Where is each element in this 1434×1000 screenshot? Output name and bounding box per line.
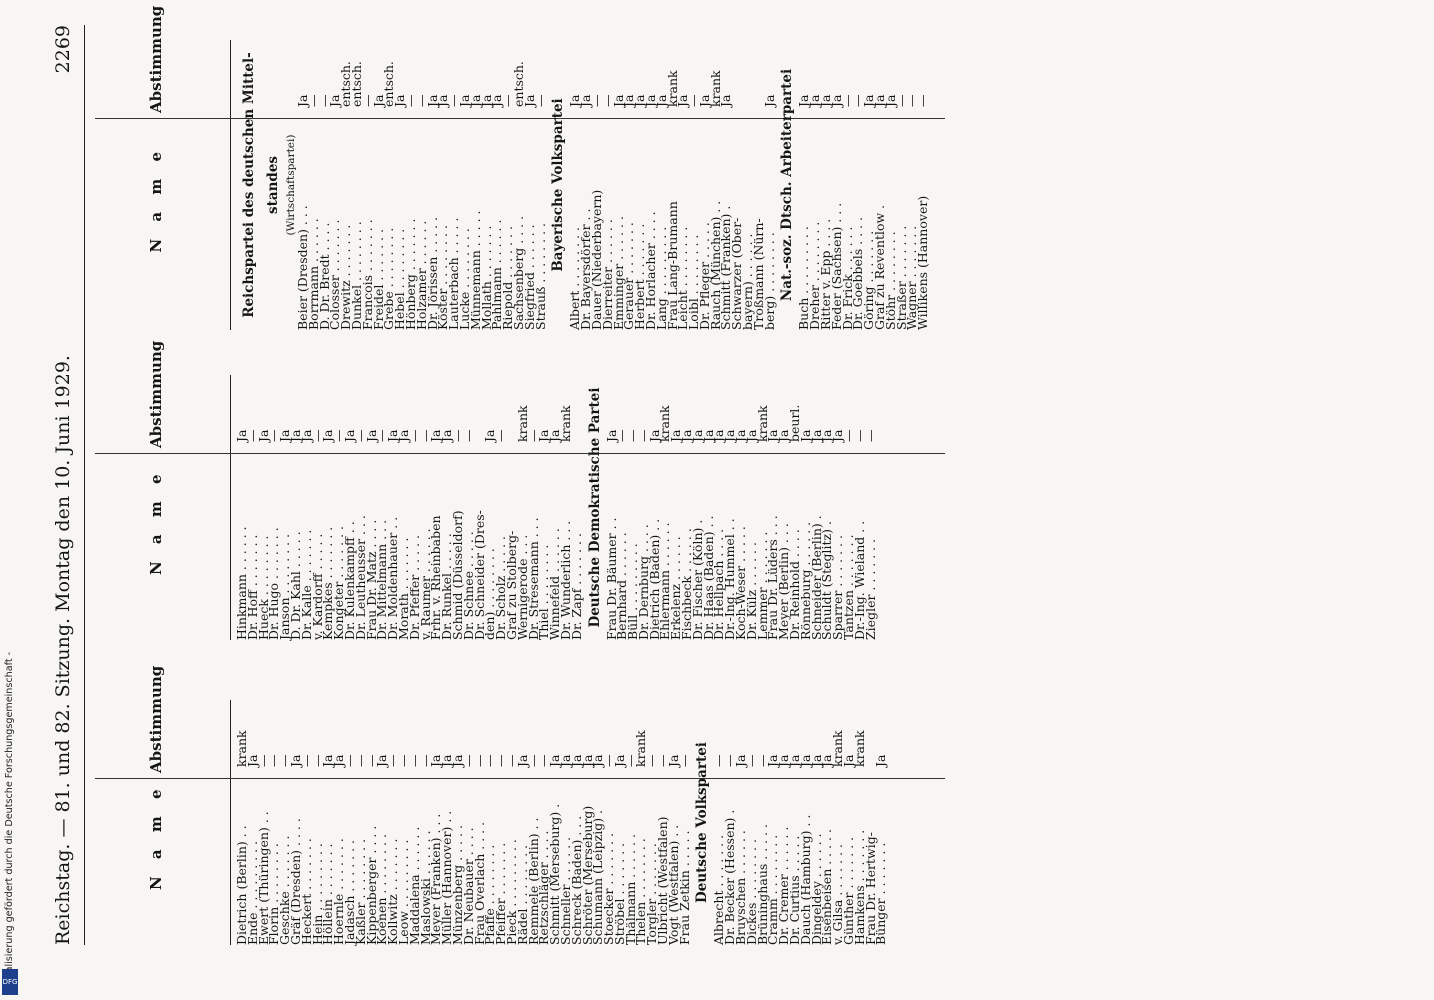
vote-value: — — [676, 754, 692, 768]
vote-value: — — [532, 94, 548, 108]
row-list: Reichspartei des deutschen Mittel-stande… — [237, 40, 931, 331]
vote-header: Abstimmung — [147, 5, 165, 113]
vote-value: krank — [557, 405, 573, 442]
vote-header: Abstimmung — [147, 665, 165, 773]
vote-value: — — [862, 429, 878, 443]
vote-value: Ja — [718, 94, 734, 107]
dfg-logo: DFG — [2, 969, 18, 995]
row-list: Dietrich (Berlin) . . krank Ende . . . . .… — [234, 700, 889, 946]
name-header: N a m e — [147, 145, 165, 253]
table-row: Bünger . . . . . . . Ja — [873, 700, 889, 945]
member-name: Willikens (Hannover) — [915, 195, 931, 330]
name-header: N a m e — [147, 468, 165, 575]
vote-header: Abstimmung — [147, 340, 165, 448]
table-row: Ziegler . . . . . . . — — [862, 375, 878, 641]
funding-note: Digitalisierung gefördert durch die Deut… — [4, 651, 15, 995]
member-name: Ziegler . . . . . . . — [862, 538, 878, 640]
vote-value: — — [493, 429, 509, 443]
header-rule — [84, 25, 85, 945]
vote-value: — — [915, 94, 931, 108]
party-heading: Deutsche Demokratische Partei — [586, 387, 603, 628]
member-name: Bünger . . . . . . . — [873, 842, 889, 945]
member-name: Frau Zetkin . . . . . — [676, 830, 692, 945]
table-row: Strauß . . . . . . . . — — [532, 40, 548, 331]
running-header: Reichstag. — 81. und 82. Sitzung. Montag… — [52, 355, 74, 945]
vote-value: Ja — [873, 754, 889, 767]
column-header: N a m e Abstimmung — [95, 6, 231, 330]
vote-value: krank — [851, 730, 867, 767]
member-name: Strauß . . . . . . . . — [532, 223, 548, 330]
table-row: Frau Zetkin . . . . . — — [676, 700, 692, 946]
party-heading: Reichspartei des deutschen Mittel- — [241, 52, 257, 318]
party-heading: standes — [265, 155, 281, 215]
vote-value: Ja — [761, 94, 777, 107]
table-row: Willikens (Hannover) — — [915, 40, 931, 331]
name-header: N a m e — [147, 783, 165, 890]
member-name: Dr. Zapf . . . . . . . — [568, 533, 584, 640]
row-list: Hinkmann . . . . . . Ja Dr. Hoff . . . . .… — [234, 375, 878, 641]
sidebar-credit: Digitalisierung gefördert durch die Deut… — [2, 600, 18, 995]
page-header: Reichstag. — 81. und 82. Sitzung. Montag… — [52, 25, 85, 945]
column-header: N a m e Abstimmung — [95, 666, 231, 945]
vote-value: — — [460, 429, 476, 443]
table-row: berg) . . . . . . . . Ja — [761, 40, 777, 330]
page-number: 2269 — [52, 25, 74, 74]
column-header: N a m e Abstimmung — [95, 341, 231, 640]
member-name: berg) . . . . . . . . — [761, 232, 777, 330]
table-row: Dr. Zapf . . . . . . . — [568, 375, 584, 640]
